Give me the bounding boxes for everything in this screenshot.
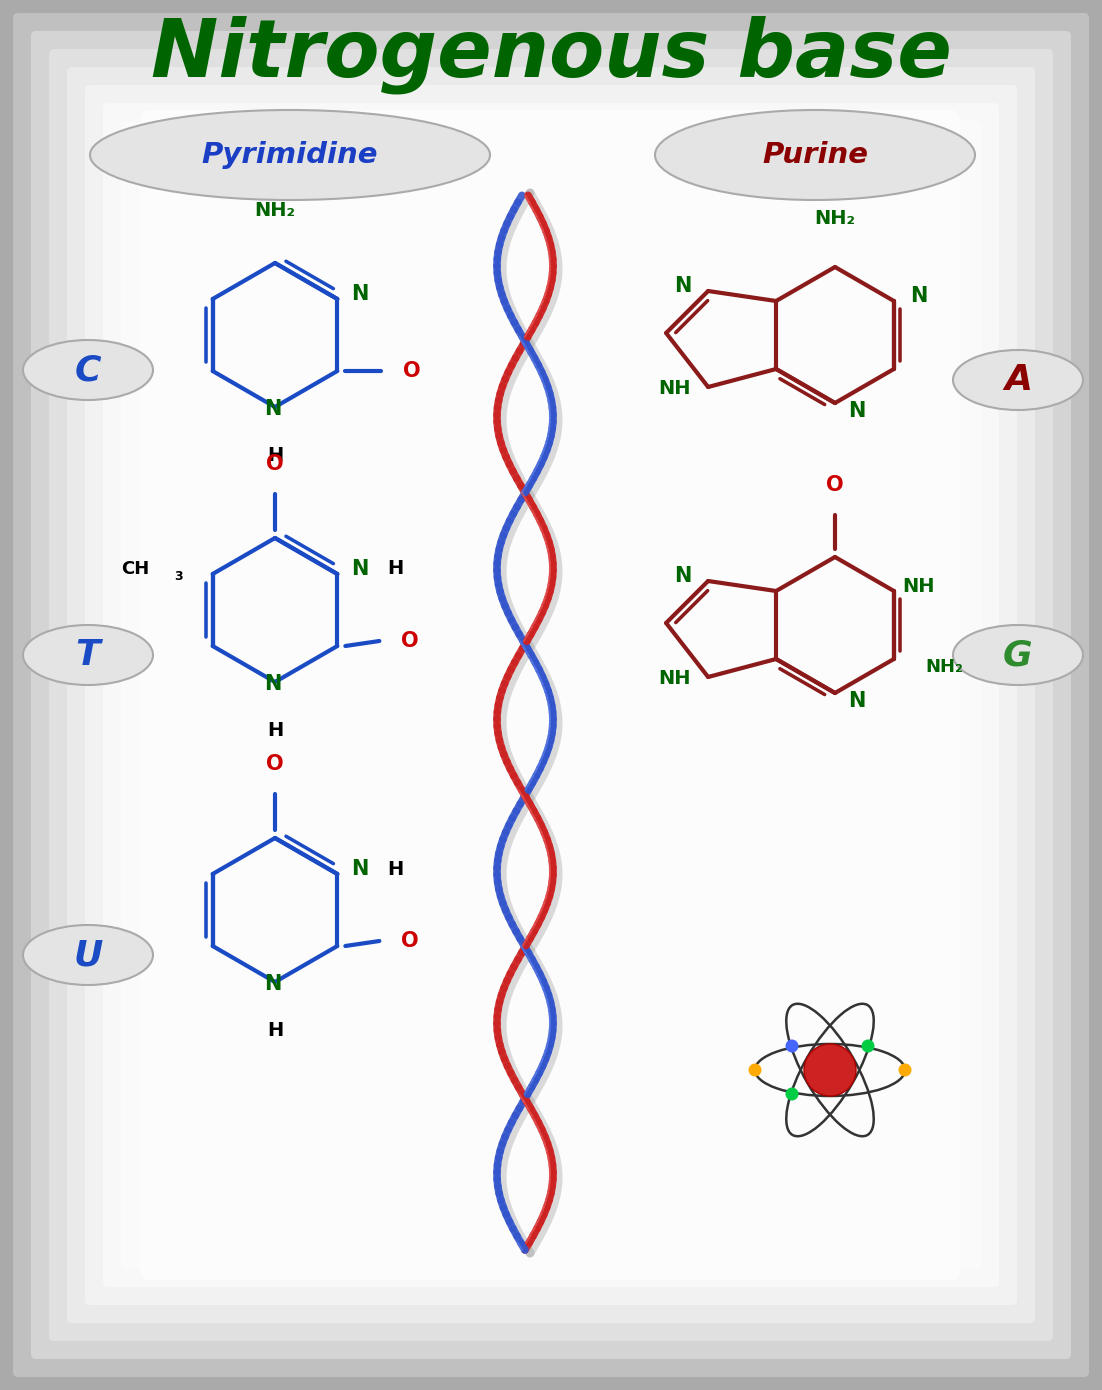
FancyBboxPatch shape <box>102 103 1000 1287</box>
FancyBboxPatch shape <box>85 85 1017 1305</box>
FancyBboxPatch shape <box>13 13 1089 1377</box>
Text: A: A <box>1004 363 1031 398</box>
Text: O: O <box>826 475 844 495</box>
FancyBboxPatch shape <box>140 110 960 1280</box>
Text: U: U <box>74 938 102 972</box>
Circle shape <box>862 1040 875 1052</box>
Text: N: N <box>264 674 282 694</box>
Text: N: N <box>674 566 692 587</box>
Text: O: O <box>400 931 418 951</box>
Text: N: N <box>264 399 282 418</box>
Ellipse shape <box>655 110 975 200</box>
Text: CH: CH <box>120 560 149 578</box>
Text: Pyrimidine: Pyrimidine <box>202 140 378 170</box>
FancyBboxPatch shape <box>121 121 981 1269</box>
Text: N: N <box>350 284 368 304</box>
Text: Purine: Purine <box>761 140 868 170</box>
Text: C: C <box>75 353 101 386</box>
Text: N: N <box>674 277 692 296</box>
Ellipse shape <box>953 350 1083 410</box>
Text: O: O <box>402 361 420 381</box>
Text: H: H <box>267 1020 283 1040</box>
Text: NH₂: NH₂ <box>814 210 855 228</box>
Text: N: N <box>849 400 866 421</box>
Text: O: O <box>267 753 284 774</box>
Text: NH₂: NH₂ <box>255 202 295 221</box>
Text: H: H <box>267 720 283 739</box>
Text: N: N <box>264 974 282 994</box>
Text: NH: NH <box>658 379 690 399</box>
Text: Nitrogenous base: Nitrogenous base <box>151 15 951 95</box>
Ellipse shape <box>90 110 490 200</box>
Ellipse shape <box>953 626 1083 685</box>
FancyBboxPatch shape <box>48 49 1054 1341</box>
Text: T: T <box>76 638 100 671</box>
Text: G: G <box>1003 638 1033 671</box>
Text: NH: NH <box>903 577 936 595</box>
Text: H: H <box>387 560 403 578</box>
Circle shape <box>804 1044 856 1095</box>
Text: N: N <box>849 691 866 712</box>
Text: O: O <box>400 631 418 651</box>
Text: H: H <box>267 446 283 464</box>
Text: H: H <box>387 859 403 878</box>
Text: NH₂: NH₂ <box>925 657 963 676</box>
Ellipse shape <box>23 341 153 400</box>
Text: N: N <box>350 859 368 878</box>
Ellipse shape <box>23 924 153 986</box>
Circle shape <box>786 1040 799 1052</box>
Circle shape <box>898 1063 911 1076</box>
Circle shape <box>786 1087 799 1101</box>
Ellipse shape <box>23 626 153 685</box>
Text: N: N <box>350 559 368 580</box>
Text: O: O <box>267 455 284 474</box>
FancyBboxPatch shape <box>67 67 1035 1323</box>
Text: N: N <box>910 286 928 306</box>
Text: NH: NH <box>658 670 690 688</box>
FancyBboxPatch shape <box>31 31 1071 1359</box>
Circle shape <box>748 1063 761 1076</box>
Text: 3: 3 <box>174 570 183 584</box>
